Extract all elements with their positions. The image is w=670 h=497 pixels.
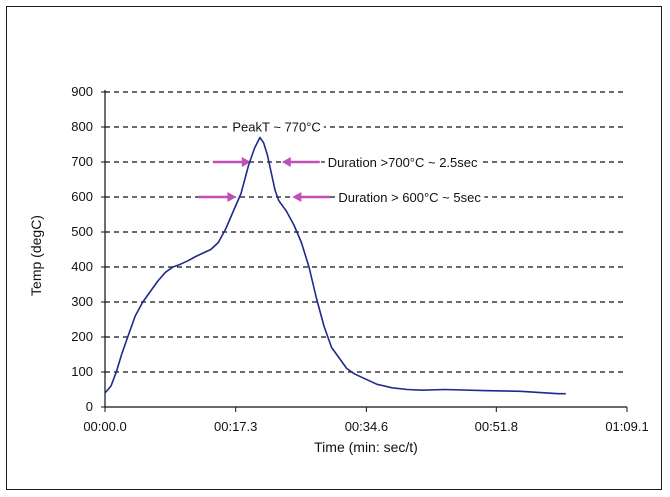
x-tick-labels: 00:00.0 00:17.3 00:34.6 00:51.8 01:09.1 xyxy=(83,419,648,434)
x-tick-label: 00:51.8 xyxy=(475,419,518,434)
y-tick-label: 700 xyxy=(71,154,93,169)
y-tick-label: 400 xyxy=(71,259,93,274)
peak-label: PeakT ~ 770°C xyxy=(232,120,320,135)
y-tick-label: 500 xyxy=(71,224,93,239)
y-tick-labels: 0 100 200 300 400 500 600 700 800 900 xyxy=(71,84,93,414)
duration-arrowhead-right xyxy=(281,157,291,167)
y-tick-label: 200 xyxy=(71,329,93,344)
y-tick-label: 600 xyxy=(71,189,93,204)
duration-label-bg xyxy=(324,154,482,171)
y-tick-label: 100 xyxy=(71,364,93,379)
duration-label: Duration > 600°C ~ 5sec xyxy=(338,190,481,205)
duration-label-bg xyxy=(335,189,485,206)
y-tick-label: 800 xyxy=(71,119,93,134)
annotations: PeakT ~ 770°C Duration >700°C ~ 2.5sec Dur… xyxy=(198,118,485,206)
y-tick-label: 0 xyxy=(86,399,93,414)
y-axis-label: Temp (degC) xyxy=(28,215,44,296)
x-axis-label: Time (min: sec/t) xyxy=(314,439,418,455)
x-tick-label: 01:09.1 xyxy=(605,419,648,434)
x-tick-label: 00:34.6 xyxy=(345,419,388,434)
y-tick-label: 900 xyxy=(71,84,93,99)
gridlines xyxy=(105,91,627,373)
duration-arrowhead-right xyxy=(292,192,302,202)
temperature-chart: 0 100 200 300 400 500 600 700 800 900 00:00.0 00:1… xyxy=(28,84,649,455)
chart-frame: 0 100 200 300 400 500 600 700 800 900 00:00.0 00:1… xyxy=(6,6,662,490)
x-tick-label: 00:17.3 xyxy=(214,419,257,434)
series xyxy=(104,136,566,395)
y-tick-label: 300 xyxy=(71,294,93,309)
series-line-0 xyxy=(104,136,566,395)
peak-label-bg xyxy=(229,118,324,136)
axes xyxy=(101,90,628,412)
duration-arrowhead-left xyxy=(227,192,237,202)
duration-label: Duration >700°C ~ 2.5sec xyxy=(328,155,478,170)
x-tick-label: 00:00.0 xyxy=(83,419,126,434)
duration-arrowhead-left xyxy=(241,157,251,167)
